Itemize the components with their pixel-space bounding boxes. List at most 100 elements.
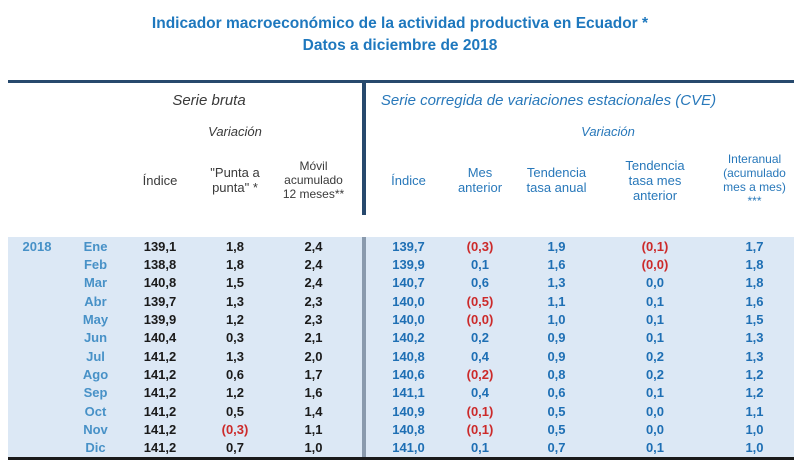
cell-cve-3: (0,0) [641,256,669,272]
cell-cve-0: 140,7 [392,275,425,291]
month-label: Dic [85,440,106,456]
title-block: Indicador macroeconómico de la actividad… [0,0,800,57]
cell-bruta-0: 140,4 [143,330,177,346]
cell-bruta-1: 1,2 [225,311,245,327]
header-series-row: Serie bruta Serie corregida de variacion… [8,83,794,117]
cell-bruta-2: 1,7 [304,366,323,382]
cell-cve-3: 0,1 [645,293,665,309]
serie-bruta-section-title: Serie bruta [172,91,246,109]
cell-cve-2: 1,6 [547,256,566,272]
cell-bruta-0: 141,2 [143,440,177,456]
cell-cve-1: 0,4 [470,385,490,401]
year-label [8,255,66,273]
cell-bruta-1: 1,8 [225,256,245,272]
cell-bruta-2: 2,4 [304,238,323,254]
cell-cve-3: 0,0 [645,403,665,419]
cell-bruta-2: 1,1 [304,421,323,437]
cell-bruta-0: 139,1 [143,238,177,254]
cell-cve-0: 140,6 [392,366,425,382]
cell-cve-1: 0,6 [470,275,490,291]
cell-cve-4: 1,7 [745,238,764,254]
cell-bruta-0: 141,2 [143,348,177,364]
column-header-tendencia-tasa-anual: Tendencia tasa anual [526,165,587,195]
cell-cve-0: 141,0 [392,440,425,456]
column-header-tendencia-tasa-mes-anterior: Tendencia tasa mes anterior [625,157,685,203]
cell-bruta-1: 1,3 [225,293,245,309]
cell-cve-2: 1,9 [547,238,566,254]
column-header-indice-cve: Índice [391,172,426,188]
table-body: 2018 Ene 139,1 1,8 2,4 139,7 (0,3) 1,9 (0,1) 1,7 F… [8,237,794,460]
cell-bruta-1: (0,3) [221,421,249,437]
cell-cve-2: 1,0 [547,311,566,327]
cell-cve-4: 1,2 [745,366,764,382]
cell-cve-4: 1,3 [745,330,764,346]
spacer-year-col [8,145,66,215]
cell-cve-1: 0,1 [470,440,490,456]
page-title: Indicador macroeconómico de la actividad… [151,15,649,32]
year-label [8,329,66,347]
month-label: Sep [83,385,108,401]
section-divider-header [362,83,366,215]
cell-cve-1: 0,2 [470,330,490,346]
header-gap [8,215,794,237]
month-label: Ago [82,366,109,382]
cell-bruta-0: 138,8 [143,256,177,272]
cell-bruta-2: 2,0 [304,348,323,364]
variacion-cve-label: Variación [581,123,635,139]
year-label [8,402,66,420]
cell-bruta-2: 1,4 [304,403,323,419]
cell-bruta-0: 141,2 [143,385,177,401]
cell-bruta-1: 0,3 [225,330,245,346]
serie-cve-section-title: Serie corregida de variaciones estaciona… [380,91,717,109]
cell-cve-2: 0,9 [547,330,566,346]
year-label [8,365,66,383]
cell-cve-4: 1,8 [745,275,764,291]
month-label: May [82,311,109,327]
column-header-mes-anterior: Mes anterior [457,165,503,195]
cell-cve-3: 0,2 [645,348,665,364]
year-label [8,292,66,310]
year-label [8,310,66,328]
cell-cve-3: 0,1 [645,330,665,346]
cell-bruta-2: 2,4 [304,275,323,291]
cell-bruta-0: 141,2 [143,403,177,419]
cell-cve-1: (0,1) [466,403,494,419]
cell-cve-2: 0,5 [547,403,566,419]
month-label: Nov [83,421,108,437]
cell-cve-2: 1,1 [547,293,566,309]
cell-bruta-2: 1,6 [304,385,323,401]
cell-bruta-0: 141,2 [143,366,177,382]
cell-cve-3: 0,1 [645,385,665,401]
spacer-month-col [66,145,125,215]
year-label [8,347,66,365]
cell-cve-4: 1,5 [745,311,764,327]
cell-cve-4: 1,2 [745,385,764,401]
month-label: Mar [83,275,108,291]
cell-cve-0: 140,0 [392,311,425,327]
year-label: 2018 [22,238,52,254]
cell-bruta-1: 1,5 [225,275,245,291]
cell-cve-4: 1,8 [745,256,764,272]
month-label: Jul [86,348,105,364]
month-label: Oct [84,403,107,419]
cell-cve-1: 0,4 [470,348,490,364]
year-label [8,420,66,438]
cell-cve-3: 0,0 [645,421,665,437]
cell-bruta-0: 140,8 [143,275,177,291]
cell-cve-2: 0,8 [547,366,566,382]
cell-bruta-1: 0,7 [225,440,245,456]
column-header-movil-acumulado: Móvil acumulado 12 meses** [282,159,345,201]
cell-cve-1: (0,5) [466,293,494,309]
cell-bruta-1: 1,3 [225,348,245,364]
cell-bruta-0: 141,2 [143,421,177,437]
variacion-bruta-label: Variación [208,123,262,139]
year-label [8,439,66,457]
cell-cve-0: 139,9 [392,256,425,272]
cell-cve-0: 140,9 [392,403,425,419]
cell-cve-3: 0,1 [645,311,665,327]
header-variation-row: Variación Variación [8,117,794,145]
cell-cve-2: 1,3 [547,275,566,291]
cell-cve-0: 140,8 [392,348,425,364]
cell-cve-3: 0,0 [645,275,665,291]
cell-cve-4: 1,6 [745,293,764,309]
